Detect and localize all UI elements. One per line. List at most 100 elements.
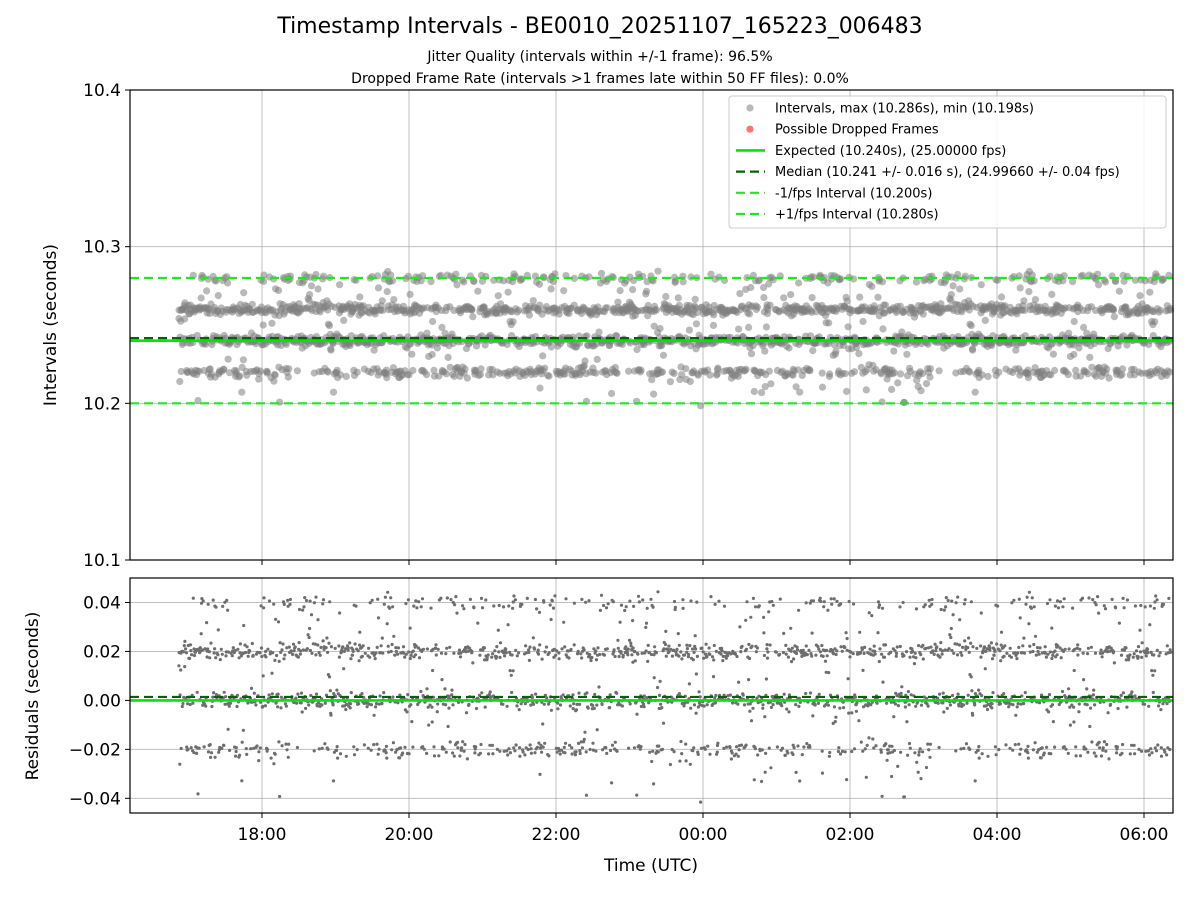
interval-point (409, 366, 417, 375)
residual-point (1050, 626, 1054, 630)
top-plot-frame (129, 89, 1174, 561)
residual-point (389, 596, 393, 600)
residual-point (434, 646, 438, 650)
residual-point (593, 692, 597, 697)
residual-point (480, 606, 485, 610)
residual-point (1044, 655, 1048, 659)
residual-point (804, 601, 808, 605)
residual-point (816, 645, 820, 649)
residual-point (918, 747, 922, 751)
residual-point (810, 631, 814, 635)
residual-point (860, 647, 864, 652)
residual-point (1004, 743, 1008, 747)
residual-point (351, 649, 355, 654)
interval-point (682, 365, 690, 373)
residual-point (851, 652, 855, 656)
residual-point (973, 779, 977, 783)
residual-point (200, 597, 204, 601)
residual-point (792, 746, 796, 750)
residual-point (1072, 668, 1076, 673)
residual-point (551, 606, 556, 610)
interval-point (342, 372, 350, 380)
residual-point (1120, 751, 1124, 755)
residual-point (249, 686, 254, 691)
residual-point (357, 659, 361, 663)
residual-point (782, 692, 786, 696)
residual-point (979, 644, 983, 648)
interval-point (220, 365, 228, 373)
residual-point (705, 654, 709, 658)
residual-point (543, 650, 547, 654)
residual-point (1143, 651, 1147, 655)
residual-point (813, 703, 817, 707)
residual-point (293, 645, 297, 649)
interval-point (1028, 271, 1036, 279)
residual-point (448, 740, 452, 744)
interval-point (379, 306, 387, 314)
residual-point (1009, 655, 1014, 659)
residual-point (506, 753, 510, 757)
residual-point (1147, 704, 1151, 708)
residual-point (893, 702, 898, 706)
residual-point (255, 744, 259, 748)
residual-point (986, 702, 990, 707)
residual-point (946, 598, 950, 603)
residual-point (917, 644, 921, 648)
interval-point (423, 371, 431, 379)
interval-point (256, 367, 264, 375)
interval-point (650, 322, 658, 330)
residual-point (1097, 611, 1101, 615)
residual-point (1019, 747, 1023, 751)
residual-point (838, 706, 842, 710)
residual-point (217, 750, 221, 754)
residual-point (1021, 644, 1025, 648)
residual-point (181, 650, 186, 654)
residual-point (447, 694, 451, 699)
residual-point (179, 746, 183, 751)
residual-point (509, 673, 513, 677)
residual-point (914, 704, 918, 708)
residual-point (452, 651, 456, 655)
residual-point (1130, 690, 1134, 694)
interval-point (956, 285, 964, 293)
residual-point (1091, 598, 1095, 602)
residual-point (221, 604, 225, 609)
residual-point (951, 613, 955, 617)
residual-point (669, 647, 673, 651)
residual-point (842, 706, 846, 710)
residual-point (613, 740, 617, 744)
residual-point (957, 704, 961, 708)
residual-point (626, 647, 630, 651)
residual-point (1165, 702, 1169, 706)
residual-point (1144, 654, 1148, 658)
residual-point (451, 751, 455, 755)
residual-point (273, 752, 277, 756)
residual-point (480, 691, 484, 695)
residual-point (843, 750, 847, 754)
interval-point (922, 380, 931, 388)
residual-point (265, 747, 269, 751)
residual-point (890, 774, 894, 779)
residual-point (211, 598, 215, 602)
residual-point (1153, 669, 1157, 673)
residual-point (636, 652, 640, 656)
residual-point (691, 749, 695, 753)
residual-point (205, 621, 209, 625)
residual-point (356, 649, 360, 653)
residual-point (1122, 606, 1126, 610)
residual-point (827, 754, 832, 758)
residual-point (681, 606, 685, 611)
residual-point (384, 751, 388, 755)
interval-point (383, 288, 391, 296)
residual-point (1050, 656, 1054, 661)
residual-point (936, 701, 940, 705)
residual-point (338, 611, 342, 615)
residual-point (227, 704, 231, 708)
residual-point (195, 751, 199, 756)
residual-point (889, 650, 893, 654)
residual-point (202, 745, 206, 749)
residual-point (845, 778, 849, 782)
residual-point (966, 646, 970, 650)
residual-point (765, 643, 769, 647)
residual-point (786, 655, 791, 659)
